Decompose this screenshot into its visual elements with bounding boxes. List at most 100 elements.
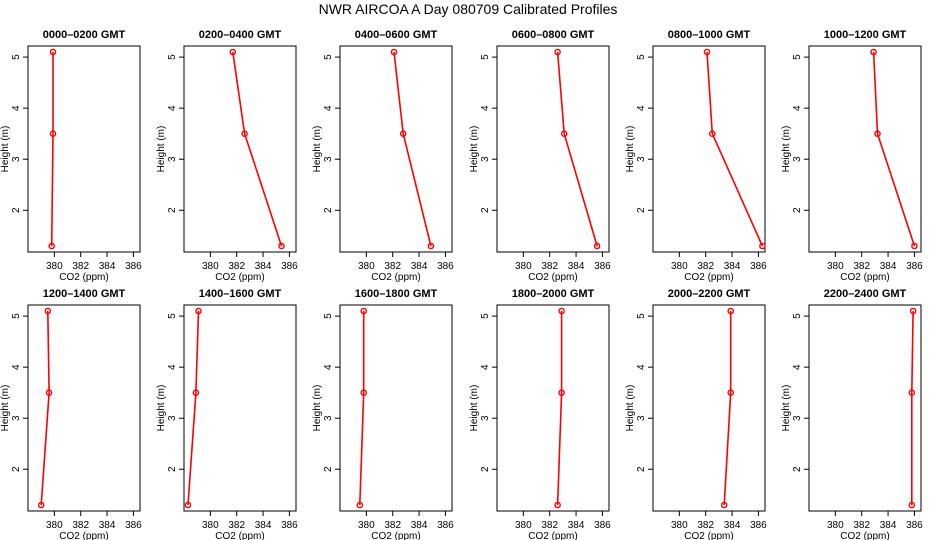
panel-10-point-2 [558, 389, 565, 397]
panel-8-ylabel: Height (m) [156, 385, 167, 432]
panel-10-title: 1800–2000 GMT [512, 288, 595, 300]
panel-6-point-2 [874, 130, 881, 137]
panel-7-profile-line [40, 310, 50, 506]
panel-11-ytick-label: 2 [636, 466, 647, 472]
panel-8-profile-line [187, 310, 200, 506]
panel-1-point-3 [48, 242, 56, 250]
panel-3-point-3 [427, 242, 435, 250]
panel-12-xlabel: CO2 (ppm) [840, 531, 889, 540]
panel-7-xtick-label: 380 [46, 520, 63, 531]
panel-9-frame [339, 304, 453, 512]
panel-1-xtick-label: 382 [72, 261, 89, 272]
panel-11-frame [652, 304, 766, 512]
panel-6-point-1 [870, 48, 877, 56]
panel-1-ytick-label: 4 [11, 105, 22, 111]
panel-1-ytick-label: 5 [11, 54, 22, 60]
panel-7-xtick-label: 386 [125, 520, 142, 531]
panel-7-xtick-label: 384 [99, 520, 116, 531]
panel-2-point-3 [278, 242, 285, 250]
panel-5-profile-line [706, 51, 764, 247]
panel-6-ytick-label: 3 [792, 156, 803, 162]
panel-6-xtick-label: 384 [880, 261, 897, 272]
panel-9-xlabel: CO2 (ppm) [371, 531, 420, 540]
panel-11-xtick-label: 380 [671, 520, 688, 531]
panel-9-ytick-label: 4 [323, 364, 334, 370]
panel-10-point-3 [554, 501, 561, 509]
panel-11-xtick-label: 386 [750, 520, 767, 531]
panel-3-point-1 [390, 48, 398, 56]
panel-12-profile-line [910, 310, 914, 505]
panel-11-point-1 [727, 307, 735, 315]
panel-2-ytick-label: 5 [167, 54, 178, 60]
panel-1-ylabel: Height (m) [0, 126, 11, 173]
panel-9-xtick-label: 380 [358, 520, 375, 531]
panel-9-ylabel: Height (m) [312, 385, 323, 432]
panel-5-frame [652, 45, 766, 253]
panel-5-xtick-label: 384 [724, 261, 741, 272]
panel-5-ytick-label: 5 [636, 54, 647, 60]
panel-8-xtick-label: 384 [255, 520, 272, 531]
panel-2-ytick-label: 2 [167, 207, 178, 213]
panel-6-title: 1000–1200 GMT [824, 29, 907, 41]
panel-11-point-2 [727, 389, 735, 397]
panel-3-ylabel: Height (m) [312, 126, 323, 173]
panel-5-point-2 [709, 130, 716, 137]
panel-10-point-1 [558, 307, 565, 315]
panel-9-ytick-label: 5 [323, 313, 334, 319]
panel-2-title: 0200–0400 GMT [199, 29, 282, 41]
panel-8-ytick-label: 4 [167, 364, 178, 370]
panel-2-xtick-label: 380 [202, 261, 219, 272]
panel-10-profile-line [556, 311, 563, 506]
panel-3-title: 0400–0600 GMT [355, 29, 438, 41]
panel-4-ytick-label: 4 [480, 105, 491, 111]
panel-1-frame [27, 45, 141, 253]
panel-8-xtick-label: 386 [281, 520, 298, 531]
panel-5-xlabel: CO2 (ppm) [684, 272, 733, 283]
panel-2-xlabel: CO2 (ppm) [215, 272, 264, 283]
panel-9-profile-line [359, 311, 365, 506]
panel-1-ytick-label: 3 [11, 156, 22, 162]
panel-12-xtick-label: 386 [906, 520, 923, 531]
panel-8-ytick-label: 3 [167, 415, 178, 421]
panel-2-xtick-label: 384 [255, 261, 272, 272]
panel-12-title: 2200–2400 GMT [824, 288, 907, 300]
panel-1-xtick-label: 386 [125, 261, 142, 272]
panel-10-xtick-label: 382 [541, 520, 558, 531]
panel-6-xtick-label: 386 [906, 261, 923, 272]
panel-3-ytick-label: 5 [323, 54, 334, 60]
panel-7-ytick-label: 2 [11, 466, 22, 472]
panel-9-point-3 [356, 501, 364, 509]
panel-7-frame [27, 304, 141, 512]
panel-6-frame [808, 45, 922, 253]
panel-2-profile-line [232, 51, 283, 247]
panel-6-point-3 [911, 242, 918, 250]
panel-4-ytick-label: 5 [480, 54, 491, 60]
panel-6-ytick-label: 5 [792, 54, 803, 60]
panel-12-xtick-label: 384 [880, 520, 897, 531]
panel-4-title: 0600–0800 GMT [512, 29, 595, 41]
panel-2-point-1 [229, 48, 237, 56]
panel-9-point-2 [360, 389, 368, 397]
panel-8-xlabel: CO2 (ppm) [215, 531, 264, 540]
panel-3-xtick-label: 384 [411, 261, 428, 272]
panel-10-frame [496, 304, 610, 512]
panel-1-xlabel: CO2 (ppm) [59, 272, 108, 283]
panel-9-xtick-label: 386 [437, 520, 454, 531]
panel-4-xlabel: CO2 (ppm) [528, 272, 577, 283]
panel-7-ytick-label: 5 [11, 313, 22, 319]
panel-8-ytick-label: 2 [167, 466, 178, 472]
panel-5-point-1 [703, 48, 711, 56]
panel-5-ylabel: Height (m) [625, 126, 636, 173]
panel-8-point-1 [195, 307, 202, 315]
panel-11-ytick-label: 3 [636, 415, 647, 421]
panel-1-point-1 [49, 48, 57, 56]
panel-4-xtick-label: 386 [594, 261, 611, 272]
panel-7-xtick-label: 382 [72, 520, 89, 531]
panel-7-point-1 [44, 307, 52, 315]
panel-5-ytick-label: 2 [636, 207, 647, 213]
panel-2-ytick-label: 4 [167, 105, 178, 111]
panel-2-xtick-label: 386 [281, 261, 298, 272]
panel-4-point-1 [554, 48, 561, 56]
panel-5-point-3 [759, 242, 766, 250]
